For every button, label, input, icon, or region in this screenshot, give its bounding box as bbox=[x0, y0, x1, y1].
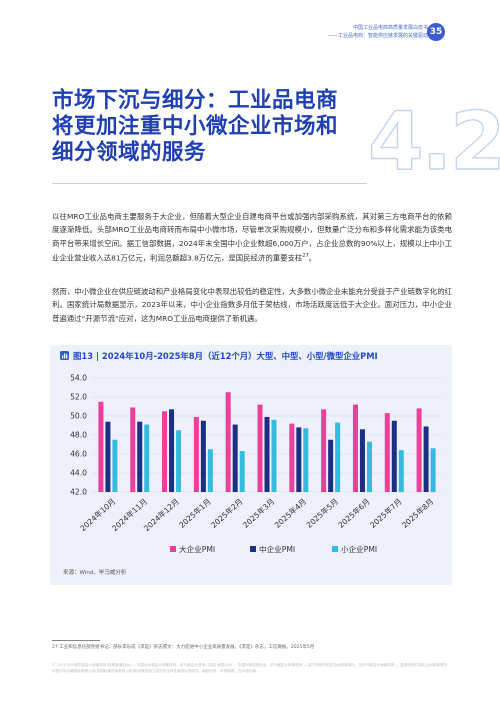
footnote: 27 工业和信息化部党组书记、部长李乐成《求是》杂志撰文：大力促进中小企业高质量… bbox=[52, 645, 315, 650]
legend-swatch bbox=[250, 546, 256, 552]
paragraph-1-text: 以往MRO工业品电商主要服务于大企业，但随着大型企业自建电商平台或加强内部采购系… bbox=[52, 212, 452, 263]
x-tick-label: 2025年8月 bbox=[399, 496, 435, 530]
y-tick-label: 42.0 bbox=[70, 488, 87, 497]
bar-1 bbox=[225, 392, 231, 492]
figure-panel: 图13 | 2024年10月-2025年8月（近12个月）大型、中型、小型/微型… bbox=[50, 345, 452, 585]
bar-2 bbox=[328, 439, 334, 492]
bar-3 bbox=[398, 450, 404, 492]
bar-2 bbox=[423, 426, 429, 492]
bar-1 bbox=[416, 408, 422, 492]
y-tick-label: 46.0 bbox=[70, 450, 87, 459]
page-number-badge: 35 bbox=[427, 23, 445, 41]
section-title: 市场下沉与细分：工业品电商 将更加注重中小微企业市场和 细分领域的服务 bbox=[52, 88, 392, 166]
x-tick-label: 2025年5月 bbox=[304, 496, 340, 530]
bar-2 bbox=[359, 429, 365, 492]
bar-2 bbox=[296, 427, 302, 492]
header-line-1: 中国工业品电商高质量发展白皮书 bbox=[352, 25, 428, 31]
legend-label: 小企业PMI bbox=[341, 544, 377, 554]
x-tick-label: 2025年2月 bbox=[209, 496, 245, 530]
bar-1 bbox=[384, 413, 390, 492]
bar-3 bbox=[430, 448, 436, 492]
x-tick-label: 2025年6月 bbox=[336, 496, 372, 530]
paragraph-1-end: 。 bbox=[308, 253, 317, 263]
paragraph-1: 以往MRO工业品电商主要服务于大企业，但随着大型企业自建电商平台或加强内部采购系… bbox=[52, 210, 452, 265]
bar-3 bbox=[335, 422, 341, 492]
y-tick-label: 50.0 bbox=[70, 412, 87, 421]
legend-label: 中企业PMI bbox=[259, 544, 295, 554]
y-tick-label: 48.0 bbox=[70, 431, 87, 440]
bar-3 bbox=[207, 449, 213, 492]
bar-2 bbox=[137, 421, 143, 492]
bar-2 bbox=[105, 421, 111, 492]
title-line-2: 将更加注重中小微企业市场和 bbox=[52, 114, 339, 139]
bar-1 bbox=[289, 423, 295, 492]
bar-2 bbox=[232, 424, 238, 492]
y-tick-label: 52.0 bbox=[70, 393, 87, 402]
x-tick-label: 2025年3月 bbox=[240, 496, 276, 530]
footnote-ref: 27 bbox=[302, 253, 309, 260]
chart-icon bbox=[60, 351, 69, 360]
bar-2 bbox=[264, 416, 270, 492]
bar-1 bbox=[321, 409, 327, 492]
bar-3 bbox=[144, 424, 150, 492]
x-tick-label: 2025年1月 bbox=[177, 496, 213, 530]
bar-2 bbox=[391, 420, 397, 492]
paragraph-2: 然而，中小微企业在供应链波动和产业格局变化中表现出较低的稳定性，大多数小微企业未… bbox=[52, 287, 452, 323]
y-tick-label: 44.0 bbox=[70, 469, 87, 478]
bar-3 bbox=[239, 451, 245, 492]
title-divider bbox=[52, 183, 367, 184]
bar-2 bbox=[200, 420, 206, 492]
bar-1 bbox=[98, 401, 104, 492]
legend-label: 大企业PMI bbox=[179, 544, 215, 554]
copyright-disclaimer: © 2025 毕马威华振会计师事务所(特殊普通合伙) — 中国合伙制会计师事务所… bbox=[52, 663, 451, 673]
bar-2 bbox=[169, 409, 175, 492]
x-tick-label: 2025年7月 bbox=[368, 496, 404, 530]
section-number: 4.2 bbox=[367, 94, 500, 188]
bar-3 bbox=[271, 419, 277, 492]
bar-1 bbox=[193, 416, 199, 492]
title-line-1: 市场下沉与细分：工业品电商 bbox=[52, 88, 339, 113]
figure-header: 图13 | 2024年10月-2025年8月（近12个月）大型、中型、小型/微型… bbox=[50, 345, 452, 365]
bar-3 bbox=[112, 439, 118, 492]
footnote-divider bbox=[52, 640, 100, 641]
bar-3 bbox=[303, 428, 309, 492]
legend-swatch bbox=[332, 546, 338, 552]
bar-1 bbox=[162, 411, 168, 492]
legend-swatch bbox=[170, 546, 176, 552]
figure-title: 图13 | 2024年10月-2025年8月（近12个月）大型、中型、小型/微型… bbox=[73, 351, 378, 361]
title-line-3: 细分领域的服务 bbox=[52, 140, 207, 165]
running-header: 中国工业品电商高质量发展白皮书 ——工业品电商：智能供应链发展的关键驱动 bbox=[328, 24, 428, 40]
header-line-2: ——工业品电商：智能供应链发展的关键驱动 bbox=[327, 33, 428, 39]
y-tick-label: 54.0 bbox=[70, 374, 87, 383]
bar-1 bbox=[257, 404, 263, 492]
bar-3 bbox=[366, 441, 372, 492]
bar-1 bbox=[352, 404, 358, 492]
bar-3 bbox=[176, 430, 182, 492]
bar-1 bbox=[130, 407, 136, 492]
figure-source: 来源：Wind，毕马威分析 bbox=[63, 570, 127, 576]
pmi-bar-chart: 54.052.050.048.046.044.042.02024年10月2024… bbox=[70, 374, 442, 554]
x-tick-label: 2025年4月 bbox=[272, 496, 308, 530]
